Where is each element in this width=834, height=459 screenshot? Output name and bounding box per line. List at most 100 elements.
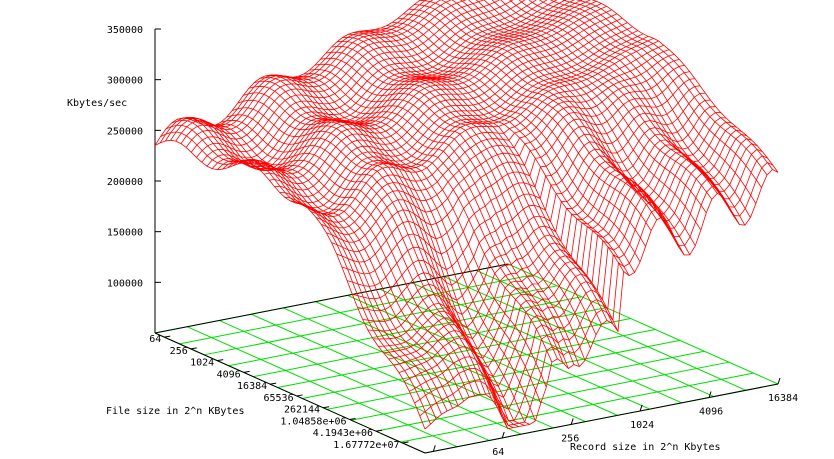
surface-line: [160, 131, 431, 425]
floor-grid-line: [443, 276, 715, 398]
floor-grid-line: [507, 263, 779, 385]
record-size-tick-label: 4096: [699, 406, 723, 417]
z-tick-label: 300000: [107, 76, 143, 87]
surface-line: [419, 0, 691, 255]
x-axis-label: Record size in 2^n Kbytes: [570, 442, 721, 453]
floor-grid-line: [475, 269, 747, 391]
surface-line: [263, 13, 618, 185]
surface-line: [359, 30, 630, 276]
surface-line: [182, 117, 453, 409]
surface-line: [409, 148, 763, 410]
surface-line: [386, 25, 658, 221]
back-axis-line: [154, 263, 509, 334]
file-size-tick-label: 1.67772e+07: [333, 440, 399, 451]
file-size-tick-mark: [296, 394, 303, 397]
file-size-tick-label: 16384: [237, 381, 267, 392]
record-size-tick-label: 16384: [768, 393, 798, 404]
record-size-tick-mark: [708, 391, 712, 398]
surface-line: [440, 0, 696, 246]
record-size-tick-mark: [570, 418, 574, 425]
surface-line: [210, 125, 481, 395]
surface-line: [248, 85, 519, 427]
surface-line: [320, 57, 591, 349]
surface-line: [199, 122, 470, 398]
surface-line: [500, 0, 735, 217]
z-ticks: 100000 150000 200000 250000 300000 350000: [107, 25, 161, 289]
surface-line: [403, 13, 674, 235]
surface-line: [193, 120, 464, 402]
surface-line: [314, 63, 586, 361]
file-size-tick-mark: [402, 441, 409, 444]
surface-line: [364, 30, 635, 273]
file-size-tick-label: 1.04858e+06: [280, 416, 346, 427]
z-tick-label: 200000: [107, 177, 143, 188]
floor-grid-line: [400, 372, 754, 443]
surface-line: [509, 0, 740, 225]
floor-grid-line: [218, 319, 490, 441]
surface-line: [303, 73, 575, 365]
surface-line: [188, 117, 459, 406]
surface-line: [215, 123, 487, 395]
surface-line: [292, 76, 564, 363]
surface-line: [171, 119, 442, 415]
file-size-tick-label: 256: [170, 346, 188, 357]
record-size-tick-mark: [432, 445, 436, 452]
surface-line: [408, 8, 680, 248]
surface-line: [381, 27, 652, 231]
surface-line: [538, 0, 757, 204]
surface-line: [414, 4, 685, 256]
surface-line: [331, 45, 602, 325]
z-tick-label: 250000: [107, 126, 143, 137]
surface-line: [342, 36, 613, 324]
file-size-tick-mark: [243, 370, 250, 373]
floor-grid-line: [179, 274, 533, 345]
file-axis-line: [154, 332, 426, 454]
surface-line: [259, 77, 530, 425]
surface-line: [468, 0, 713, 200]
record-size-tick-label: 256: [561, 433, 579, 444]
record-size-tick-label: 64: [492, 447, 504, 458]
surface-line: [549, 0, 762, 188]
record-size-tick-label: 1024: [630, 420, 654, 431]
surface-line: [575, 0, 773, 170]
surface-line: [309, 69, 580, 367]
floor-grid-line: [411, 282, 682, 404]
surface-line: [347, 34, 619, 332]
surface-line: [424, 169, 779, 430]
file-size-tick-label: 4.1943e+06: [313, 428, 373, 439]
surface-line: [370, 29, 641, 263]
file-size-tick-label: 1024: [190, 358, 214, 369]
surface-line: [237, 99, 509, 429]
record-size-ticks: 16642561024409616384: [432, 377, 798, 458]
file-size-tick-label: 262144: [284, 405, 320, 416]
file-size-tick-label: 64: [149, 334, 161, 345]
record-size-tick-mark: [777, 377, 781, 385]
floor-grid-line: [347, 294, 618, 416]
surface-line: [561, 0, 768, 176]
surface-line: [287, 76, 558, 360]
surface-line: [341, 78, 695, 275]
file-size-tick-mark: [323, 406, 330, 409]
record-size-tick-mark: [501, 431, 505, 439]
surface-line: [325, 51, 597, 336]
surface-line: [397, 18, 669, 224]
surface-line: [375, 28, 646, 247]
file-size-tick-mark: [375, 429, 383, 432]
surface-line: [204, 124, 475, 396]
z-axis-label: Kbytes/sec: [67, 98, 127, 109]
floor-grid-line: [186, 326, 458, 448]
surface-line: [221, 119, 492, 399]
z-tick-label: 100000: [107, 278, 143, 289]
surface-line: [483, 0, 724, 197]
surface-line: [226, 114, 498, 407]
z-tick-label: 350000: [107, 25, 143, 36]
surface-line: [528, 0, 751, 218]
surface-line: [475, 0, 718, 194]
surface-line: [451, 0, 702, 231]
surface-line: [336, 40, 608, 321]
surface-line: [298, 75, 569, 369]
y-axis-label: File size in 2^n KBytes: [106, 406, 244, 417]
surface-line: [254, 80, 525, 426]
surface-line: [310, 44, 664, 223]
